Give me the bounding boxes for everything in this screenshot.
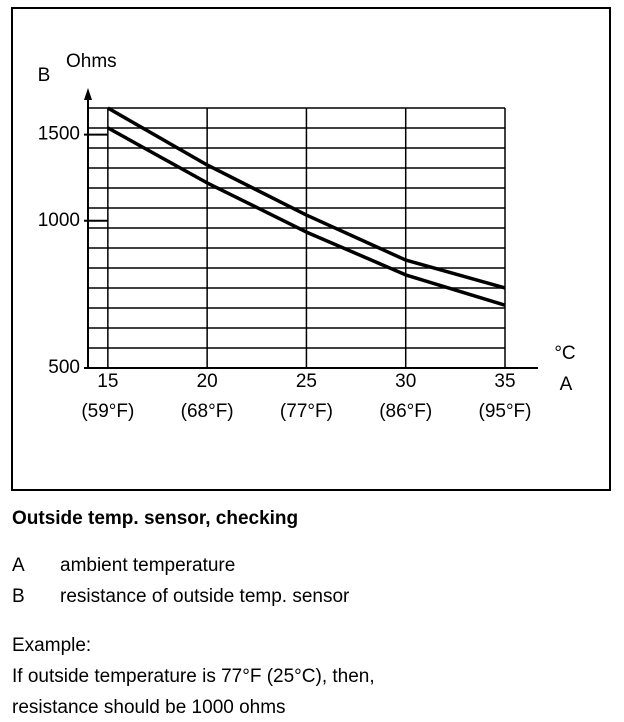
- caption: Outside temp. sensor, checking: [12, 508, 299, 529]
- x-tick-sublabel: (86°F): [379, 401, 432, 422]
- x-tick-sublabel: (59°F): [81, 401, 134, 422]
- x-tick-label: 35: [494, 371, 515, 392]
- y-tick-label: 1500: [38, 124, 80, 145]
- chart: B Ohms °C A 15 (59°F) 20 (68°F) 25 (77°F) 30 (8…: [11, 7, 611, 491]
- x-unit: °C: [554, 343, 575, 364]
- y-unit: Ohms: [66, 51, 117, 72]
- x-tick-label: 15: [97, 371, 118, 392]
- x-letter: A: [560, 374, 573, 395]
- legend-b-text: resistance of outside temp. sensor: [60, 586, 350, 607]
- legend-b-key: B: [12, 586, 25, 607]
- series-line: [106, 106, 506, 290]
- example-line: If outside temperature is 77°F (25°C), t…: [12, 666, 375, 687]
- x-tick-sublabel: (95°F): [479, 401, 532, 422]
- y-tick-label: 1000: [38, 210, 80, 231]
- example-heading: Example:: [12, 635, 92, 656]
- frame: [11, 7, 611, 491]
- x-tick-label: 25: [296, 371, 317, 392]
- x-tick-label: 30: [395, 371, 416, 392]
- x-tick-label: 20: [197, 371, 218, 392]
- legend-a-key: A: [12, 555, 25, 576]
- y-arrow: [84, 88, 92, 100]
- x-tick-sublabel: (77°F): [280, 401, 333, 422]
- legend-a-text: ambient temperature: [60, 555, 236, 576]
- y-tick-label: 500: [48, 357, 80, 378]
- y-letter: B: [38, 65, 51, 86]
- series-line: [107, 126, 506, 307]
- x-tick-sublabel: (68°F): [181, 401, 234, 422]
- example-line: resistance should be 1000 ohms: [12, 697, 286, 718]
